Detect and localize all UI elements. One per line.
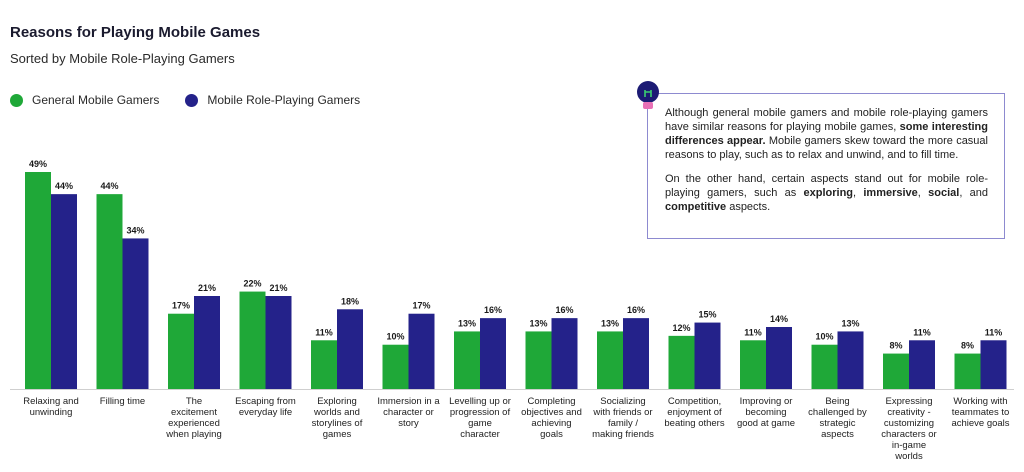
value-label-rpg-13: 11% — [985, 327, 1003, 337]
value-label-rpg-11: 13% — [841, 318, 859, 328]
bar-rpg-6 — [480, 318, 506, 389]
insight-callout: Although general mobile gamers and mobil… — [647, 93, 1005, 239]
value-label-rpg-3: 21% — [269, 283, 287, 293]
bar-rpg-12 — [909, 340, 935, 389]
bar-general-9 — [668, 335, 695, 389]
bar-rpg-2 — [194, 296, 220, 389]
bar-general-13 — [954, 353, 981, 389]
bar-general-11 — [811, 344, 838, 389]
bar-general-0 — [25, 172, 51, 389]
value-label-general-1: 44% — [100, 181, 118, 191]
category-label-6: Levelling up or progression of game charact… — [449, 396, 511, 440]
bar-general-5 — [382, 344, 409, 389]
category-label-13: Working with teammates to achieve goals — [951, 396, 1009, 429]
value-label-general-6: 13% — [458, 318, 476, 328]
bar-rpg-9 — [694, 322, 721, 389]
value-label-general-11: 10% — [815, 332, 833, 342]
value-label-rpg-4: 18% — [341, 296, 359, 306]
category-label-12: Expressing creativity -customizing charact… — [881, 396, 936, 462]
value-label-general-7: 13% — [529, 318, 547, 328]
legend-item-general: General Mobile Gamers — [10, 93, 159, 107]
bar-rpg-1 — [122, 238, 149, 389]
value-label-general-9: 12% — [672, 323, 690, 333]
value-label-rpg-1: 34% — [126, 225, 144, 235]
value-label-general-5: 10% — [386, 332, 404, 342]
value-label-rpg-6: 16% — [484, 305, 502, 315]
value-label-general-3: 22% — [243, 279, 261, 289]
bar-rpg-13 — [980, 340, 1007, 389]
category-label-11: Being challenged by strategic aspects — [808, 396, 867, 440]
bar-general-10 — [740, 340, 766, 389]
value-label-rpg-12: 11% — [913, 327, 931, 337]
value-label-general-8: 13% — [601, 318, 619, 328]
value-label-general-0: 49% — [29, 159, 47, 169]
value-label-rpg-0: 44% — [55, 181, 73, 191]
bar-general-12 — [883, 353, 909, 389]
bar-rpg-5 — [408, 313, 435, 389]
legend-swatch-rpg — [185, 93, 199, 107]
bar-rpg-7 — [551, 318, 578, 389]
bar-rpg-8 — [623, 318, 649, 389]
category-label-5: Immersion in a character or story — [377, 396, 440, 429]
value-label-rpg-7: 16% — [555, 305, 573, 315]
value-label-general-2: 17% — [172, 301, 190, 311]
category-label-3: Escaping from everyday life — [235, 396, 296, 418]
chart-subtitle: Sorted by Mobile Role-Playing Gamers — [10, 51, 235, 66]
callout-paragraph-1: Although general mobile gamers and mobil… — [665, 107, 988, 161]
value-label-rpg-5: 17% — [412, 301, 430, 311]
category-label-1: Filling time — [100, 396, 145, 407]
value-label-general-13: 8% — [961, 341, 974, 351]
legend-swatch-general — [10, 93, 23, 107]
category-label-10: Improving or becoming good at game — [737, 396, 795, 429]
category-label-7: Completing objectives and achieving goals — [521, 396, 582, 440]
chart-title: Reasons for Playing Mobile Games — [10, 24, 261, 41]
category-label-2: The excitement experienced when playing — [165, 396, 221, 440]
category-label-8: Socializing with friends or family / making… — [592, 396, 654, 440]
bar-rpg-0 — [51, 194, 77, 389]
legend-label-rpg: Mobile Role-Playing Gamers — [207, 93, 361, 107]
legend-item-rpg: Mobile Role-Playing Gamers — [185, 93, 360, 107]
value-label-rpg-8: 16% — [627, 305, 645, 315]
value-label-general-10: 11% — [744, 327, 762, 337]
value-label-general-4: 11% — [315, 327, 333, 337]
bar-general-8 — [597, 331, 623, 389]
bar-general-1 — [96, 194, 123, 389]
value-label-rpg-10: 14% — [770, 314, 788, 324]
bar-general-2 — [168, 313, 194, 389]
value-label-rpg-2: 21% — [198, 283, 216, 293]
bar-rpg-3 — [265, 296, 292, 389]
bar-rpg-10 — [766, 327, 792, 389]
bar-general-6 — [454, 331, 480, 389]
bar-rpg-11 — [837, 331, 864, 389]
bar-general-7 — [525, 331, 552, 389]
category-label-4: Exploring worlds and storylines of games — [312, 396, 363, 440]
callout-paragraph-2: On the other hand, certain aspects stand… — [665, 173, 988, 213]
value-label-rpg-9: 15% — [698, 310, 716, 320]
lightbulb-icon — [637, 81, 659, 109]
bar-general-3 — [239, 291, 266, 389]
value-label-general-12: 8% — [889, 341, 902, 351]
bar-rpg-4 — [337, 309, 363, 389]
category-label-9: Competition, enjoyment of beating others — [664, 396, 724, 429]
legend-label-general: General Mobile Gamers — [32, 93, 160, 107]
legend: General Mobile Gamers Mobile Role-Playin… — [10, 93, 360, 107]
category-label-0: Relaxing and unwinding — [23, 396, 78, 418]
bar-general-4 — [311, 340, 337, 389]
